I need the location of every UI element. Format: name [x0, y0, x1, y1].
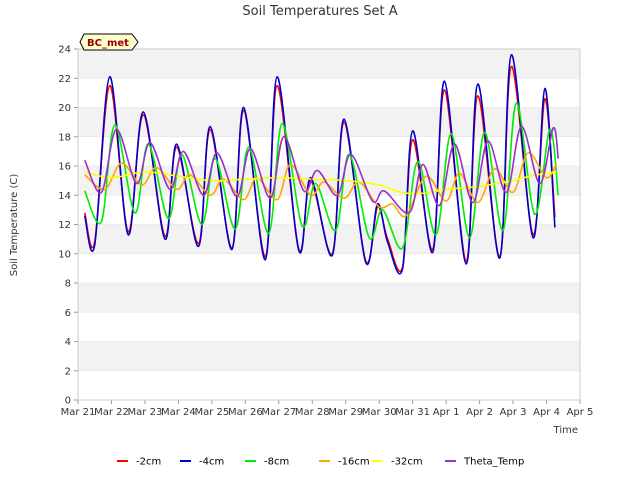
series-line-32cm: [84, 170, 557, 195]
legend-label: -16cm: [338, 457, 370, 468]
x-axis-title: Time: [553, 425, 578, 436]
y-tick-label: 22: [58, 74, 71, 85]
x-tick-label: Mar 27: [261, 407, 296, 418]
legend-label: Theta_Temp: [463, 457, 524, 468]
plot-band: [78, 107, 580, 137]
plot-band: [78, 253, 580, 283]
x-tick-label: Apr 3: [500, 407, 527, 418]
y-tick-label: 16: [58, 162, 71, 173]
plot-band: [78, 312, 580, 342]
x-tick-label: Apr 5: [567, 407, 594, 418]
y-tick-label: 0: [65, 396, 71, 407]
plot-band: [78, 78, 580, 108]
series-line-8cm: [83, 102, 559, 250]
plot-band: [78, 341, 580, 371]
series-line-thetatemp: [83, 125, 559, 215]
legend-label: -32cm: [391, 457, 423, 468]
y-tick-label: 24: [58, 45, 71, 56]
legend-label: -4cm: [199, 457, 224, 468]
x-tick-label: Mar 21: [61, 407, 96, 418]
y-tick-label: 10: [58, 249, 71, 260]
y-tick-label: 4: [65, 337, 71, 348]
x-tick-label: Mar 22: [94, 407, 129, 418]
x-tick-label: Mar 23: [128, 407, 163, 418]
series-line-16cm: [84, 152, 558, 218]
y-tick-label: 14: [58, 191, 71, 202]
badge-shape: [79, 33, 139, 51]
x-tick-label: Apr 1: [433, 407, 460, 418]
x-tick-label: Mar 25: [194, 407, 229, 418]
x-tick-label: Mar 30: [362, 407, 397, 418]
legend-label: -2cm: [136, 457, 161, 468]
x-tick-label: Mar 24: [161, 407, 196, 418]
plot-band: [78, 49, 580, 79]
x-tick-label: Mar 29: [328, 407, 363, 418]
y-tick-label: 12: [58, 220, 71, 231]
badge-label: BC_met: [87, 38, 129, 49]
legend: -2cm -4cm -8cm -16cm -32cm Theta_Temp: [117, 457, 524, 468]
plot-band: [78, 283, 580, 313]
series-line-4cm: [83, 53, 556, 275]
series-lines: [83, 53, 559, 275]
y-tick-label: 18: [58, 132, 71, 143]
y-tick-label: 2: [65, 366, 71, 377]
y-tick-label: 6: [65, 308, 71, 319]
x-tick-label: Mar 28: [295, 407, 330, 418]
x-tick-label: Mar 26: [228, 407, 263, 418]
x-tick-label: Apr 2: [466, 407, 493, 418]
station-badge: BC_met: [79, 33, 139, 51]
legend-label: -8cm: [264, 457, 289, 468]
y-tick-label: 20: [58, 103, 71, 114]
y-axis-title: Soil Temperature (C): [9, 174, 20, 277]
chart-title: Soil Temperatures Set A: [242, 4, 397, 19]
x-tick-label: Mar 31: [395, 407, 430, 418]
plot-frame: [77, 48, 581, 401]
x-tick-label: Apr 4: [533, 407, 560, 418]
y-tick-label: 8: [65, 279, 71, 290]
plot-band: [78, 370, 580, 400]
